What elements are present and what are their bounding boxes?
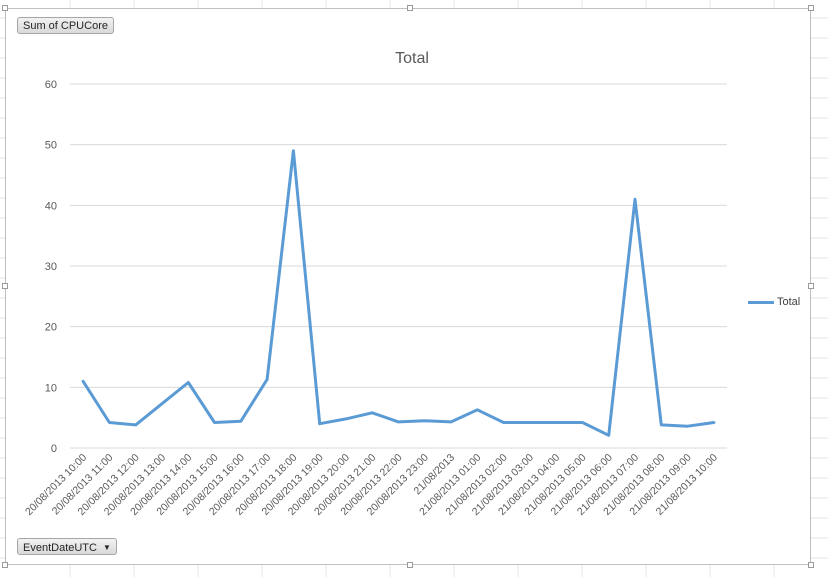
axis-field-label: EventDateUTC bbox=[23, 542, 97, 554]
value-field-button[interactable]: Sum of CPUCore bbox=[17, 17, 114, 34]
data-point[interactable] bbox=[291, 149, 295, 153]
data-point[interactable] bbox=[134, 423, 138, 427]
resize-handle-bottom-left[interactable] bbox=[2, 562, 8, 568]
data-point[interactable] bbox=[633, 197, 637, 201]
data-point[interactable] bbox=[397, 420, 401, 424]
y-tick-label: 50 bbox=[45, 140, 57, 152]
data-point[interactable] bbox=[344, 417, 348, 421]
data-point[interactable] bbox=[423, 419, 427, 423]
data-point[interactable] bbox=[370, 411, 374, 415]
data-point[interactable] bbox=[107, 421, 111, 425]
y-tick-label: 10 bbox=[45, 382, 57, 394]
data-point[interactable] bbox=[554, 421, 558, 425]
series-layer bbox=[81, 149, 716, 437]
data-point[interactable] bbox=[475, 408, 479, 412]
data-point[interactable] bbox=[449, 420, 453, 424]
series-line-total[interactable] bbox=[81, 149, 716, 437]
data-point[interactable] bbox=[265, 377, 269, 381]
legend[interactable]: Total bbox=[748, 296, 800, 308]
y-tick-label: 30 bbox=[45, 261, 57, 273]
value-field-label: Sum of CPUCore bbox=[23, 20, 108, 32]
y-tick-label: 20 bbox=[45, 322, 57, 334]
resize-handle-left[interactable] bbox=[2, 283, 8, 289]
y-tick-label: 60 bbox=[45, 79, 57, 91]
resize-handle-bottom-right[interactable] bbox=[808, 562, 814, 568]
resize-handle-top[interactable] bbox=[407, 5, 413, 11]
data-point[interactable] bbox=[528, 421, 532, 425]
axis-field-filter-button[interactable]: EventDateUTC ▼ bbox=[17, 538, 117, 555]
data-point[interactable] bbox=[318, 422, 322, 426]
data-point[interactable] bbox=[213, 421, 217, 425]
legend-swatch bbox=[748, 300, 774, 304]
resize-handle-bottom[interactable] bbox=[407, 562, 413, 568]
chart-frame[interactable] bbox=[5, 8, 811, 565]
chart-title: Total bbox=[395, 50, 429, 67]
data-point[interactable] bbox=[659, 423, 663, 427]
data-point[interactable] bbox=[186, 380, 190, 384]
y-tick-label: 40 bbox=[45, 200, 57, 212]
legend-label: Total bbox=[777, 296, 801, 308]
dropdown-arrow-icon: ▼ bbox=[102, 543, 111, 552]
resize-handle-top-right[interactable] bbox=[808, 5, 814, 11]
y-tick-label: 0 bbox=[51, 443, 57, 455]
gridlines bbox=[70, 83, 727, 449]
data-point[interactable] bbox=[686, 424, 690, 428]
y-axis-tick-labels: 0 10 20 30 40 50 60 bbox=[45, 79, 57, 455]
data-point[interactable] bbox=[580, 421, 584, 425]
data-point[interactable] bbox=[712, 421, 716, 425]
resize-handle-right[interactable] bbox=[808, 283, 814, 289]
data-point[interactable] bbox=[607, 433, 611, 437]
data-point[interactable] bbox=[81, 379, 85, 383]
data-point[interactable] bbox=[502, 421, 506, 425]
resize-handle-top-left[interactable] bbox=[2, 5, 8, 11]
data-point[interactable] bbox=[239, 419, 243, 423]
data-point[interactable] bbox=[160, 402, 164, 406]
